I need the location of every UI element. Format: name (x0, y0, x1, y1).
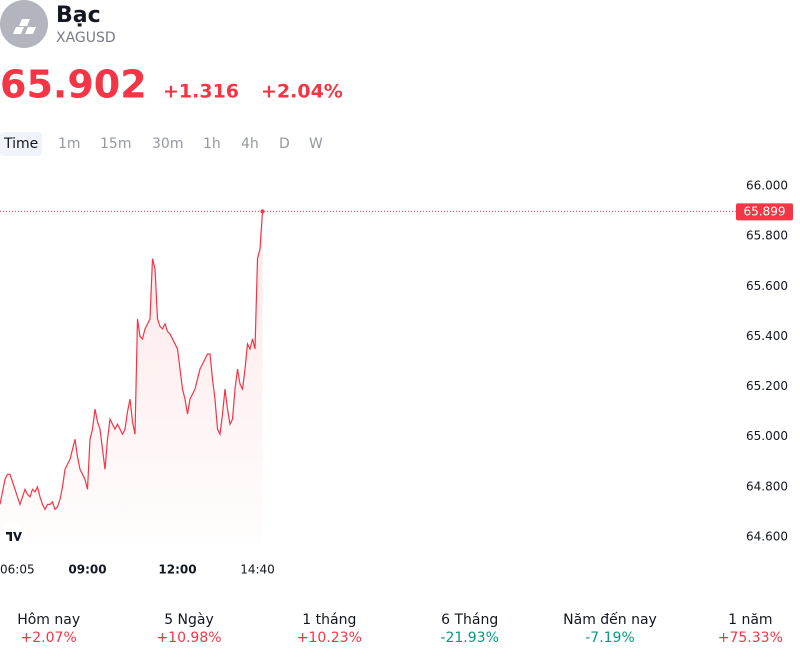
price-label-bg (736, 203, 793, 221)
performance-value[interactable]: +2.07% (21, 630, 77, 646)
performance-item[interactable]: 5 Ngày +10.98% (156, 612, 221, 646)
performance-label[interactable]: 1 năm (728, 612, 772, 628)
price-change-percent: +2.04% (261, 81, 343, 103)
timeframe-button[interactable]: Time (0, 132, 42, 156)
performance-label[interactable]: 1 tháng (302, 612, 356, 628)
area (0, 211, 263, 545)
y-tick-label: 65.400 (746, 329, 788, 343)
x-tick-label: 14:40 (240, 563, 275, 577)
price-change: +1.316 (163, 81, 239, 103)
performance-item[interactable]: Hôm nay +2.07% (17, 612, 80, 646)
performance-row: Hôm nay +2.07% 5 Ngày +10.98% 1 tháng +10.23%… (17, 611, 783, 646)
performance-value[interactable]: +10.23% (297, 630, 362, 646)
line (0, 211, 264, 511)
timeframe-button[interactable]: 1m (58, 136, 81, 152)
timeframe-label[interactable]: W (309, 136, 323, 152)
performance-value[interactable]: -7.19% (585, 630, 635, 646)
x-tick-label: 12:00 (158, 563, 196, 577)
performance-label[interactable]: Hôm nay (17, 612, 80, 628)
performance-label[interactable]: 6 Tháng (441, 612, 498, 628)
symbol-title: Bạc (56, 3, 101, 28)
y-tick-label: 65.000 (746, 429, 788, 443)
y-tick-label: 65.600 (746, 279, 788, 293)
performance-value[interactable]: +75.33% (718, 630, 783, 646)
timeframe-label[interactable]: D (279, 136, 290, 152)
timeframe-button[interactable]: 4h (241, 136, 259, 152)
timeframe-label[interactable]: 4h (241, 136, 259, 152)
y-tick-label: 65.800 (746, 229, 788, 243)
timeframe-button[interactable]: 15m (100, 136, 131, 152)
performance-item[interactable]: Năm đến nay -7.19% (563, 611, 657, 646)
timeframe-label[interactable]: 15m (100, 136, 131, 152)
chart: 64.600 64.800 65.000 65.200 65.400 65.600 65.8… (0, 179, 793, 577)
timeframe-bar: Time 1m 15m 30m 1h 4h D W (0, 132, 323, 156)
timeframe-label[interactable]: 30m (152, 136, 183, 152)
tradingview-logo (0, 523, 26, 549)
timeframe-button[interactable]: W (309, 136, 323, 152)
performance-item[interactable]: 1 năm +75.33% (718, 612, 783, 646)
performance-label[interactable]: Năm đến nay (563, 611, 657, 628)
y-tick-label: 64.600 (746, 530, 788, 544)
y-tick-label: 66.000 (746, 179, 788, 193)
symbol-icon (0, 0, 48, 48)
timeframe-label[interactable]: Time (3, 136, 38, 152)
performance-label[interactable]: 5 Ngày (164, 612, 214, 628)
y-tick-label: 64.800 (746, 479, 788, 493)
performance-value[interactable]: -21.93% (440, 630, 498, 646)
timeframe-label[interactable]: 1m (58, 136, 81, 152)
price: 65.902 (0, 63, 147, 107)
timeframe-selected-bg (0, 132, 42, 156)
performance-value[interactable]: +10.98% (156, 630, 221, 646)
symbol-code: XAGUSD (56, 30, 116, 46)
x-tick-label: 09:00 (68, 563, 106, 577)
price-label: 65.899 (744, 204, 786, 218)
timeframe-label[interactable]: 1h (203, 136, 221, 152)
timeframe-button[interactable]: D (279, 136, 290, 152)
timeframe-button[interactable]: 30m (152, 136, 183, 152)
y-tick-label: 65.200 (746, 379, 788, 393)
last-point (260, 209, 265, 214)
timeframe-button[interactable]: 1h (203, 136, 221, 152)
performance-item[interactable]: 1 tháng +10.23% (297, 612, 362, 646)
x-tick-label: 06:05 (0, 563, 35, 577)
performance-item[interactable]: 6 Tháng -21.93% (440, 612, 498, 646)
